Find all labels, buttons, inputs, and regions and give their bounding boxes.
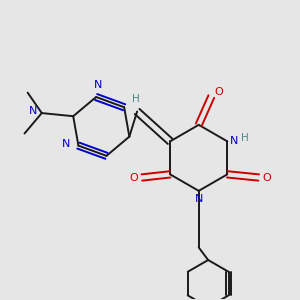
- Text: O: O: [215, 87, 224, 97]
- Text: O: O: [130, 172, 138, 182]
- Text: N: N: [29, 106, 37, 116]
- Text: N: N: [94, 80, 102, 90]
- Text: N: N: [230, 136, 238, 146]
- Text: H: H: [241, 133, 248, 143]
- Text: O: O: [262, 172, 271, 182]
- Text: N: N: [62, 139, 70, 149]
- Text: H: H: [132, 94, 140, 104]
- Text: N: N: [194, 194, 203, 204]
